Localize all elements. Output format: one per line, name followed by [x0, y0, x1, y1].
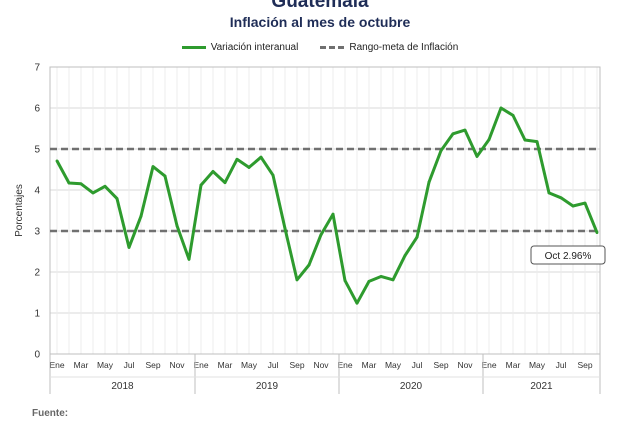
source-label: Fuente:: [32, 408, 69, 419]
x-tick-label: Nov: [169, 360, 185, 370]
annotation-box: [530, 245, 606, 265]
annotation-label: Oct 2.96%: [545, 251, 592, 262]
x-tick-label: Mar: [362, 360, 377, 370]
y-tick-label: 7: [34, 63, 40, 74]
data-point: [487, 138, 491, 141]
data-point: [583, 201, 587, 205]
data-point: [367, 280, 371, 283]
data-point: [595, 231, 599, 235]
y-tick-label: 5: [34, 145, 40, 156]
x-tick-label: Sep: [289, 360, 304, 370]
data-point: [271, 173, 275, 177]
data-point: [463, 128, 467, 132]
x-tick-label: Ene: [193, 360, 208, 370]
data-point: [151, 165, 155, 169]
data-point: [175, 224, 179, 228]
legend-swatch-series: [181, 46, 206, 49]
x-tick-label: May: [97, 360, 114, 370]
data-point: [427, 180, 431, 184]
chart-title: Guatemala: [271, 0, 369, 12]
data-point: [295, 278, 299, 282]
data-point: [199, 183, 203, 187]
data-point: [379, 275, 383, 278]
data-point: [139, 214, 143, 218]
data-point: [439, 149, 443, 153]
x-tick-label: Jul: [268, 360, 279, 370]
data-point: [571, 204, 575, 208]
legend-item-series: Variación interanual: [181, 42, 299, 53]
data-point: [67, 181, 71, 185]
data-point: [163, 174, 167, 178]
y-tick-label: 2: [34, 268, 40, 279]
x-tick-label: Mar: [74, 360, 89, 370]
x-tick-label: Mar: [218, 360, 233, 370]
data-point: [391, 278, 395, 282]
x-tick-label: Ene: [337, 360, 352, 370]
series-line-variacion: [55, 106, 599, 305]
data-point: [511, 113, 515, 117]
y-tick-label: 6: [34, 104, 40, 115]
x-tick-label: Sep: [433, 360, 448, 370]
y-tick-label: 3: [34, 227, 40, 238]
legend-label-series: Variación interanual: [210, 42, 299, 53]
data-point: [535, 140, 539, 144]
data-point: [547, 191, 551, 195]
data-point: [235, 157, 239, 161]
data-point: [559, 196, 563, 200]
x-tick-label: Sep: [577, 360, 592, 370]
y-tick-label: 4: [34, 186, 40, 197]
data-point: [211, 170, 215, 173]
y-tick-label: 0: [34, 350, 40, 361]
data-point: [343, 279, 347, 283]
x-tick-label: May: [385, 360, 402, 370]
x-tick-label: Nov: [313, 360, 329, 370]
data-point: [331, 212, 335, 216]
legend-label-target: Rango-meta de Inflación: [349, 42, 459, 53]
x-tick-label: Jul: [412, 360, 423, 370]
data-point: [247, 166, 251, 169]
year-label: 2021: [530, 381, 553, 392]
data-point: [91, 191, 95, 195]
data-point: [451, 132, 455, 136]
data-point: [415, 235, 419, 239]
data-point: [319, 233, 323, 237]
plot-area: [49, 66, 601, 355]
x-tick-label: Jul: [556, 360, 567, 370]
chart-legend: Variación interanual Rango-meta de Infla…: [0, 42, 640, 53]
data-point: [187, 257, 191, 261]
data-point: [115, 197, 119, 201]
x-tick-label: May: [241, 360, 258, 370]
x-tick-label: Ene: [481, 360, 496, 370]
data-point: [55, 159, 59, 163]
data-point: [259, 155, 263, 159]
data-point: [127, 246, 131, 249]
data-point: [307, 263, 311, 267]
year-label: 2020: [400, 381, 423, 392]
data-point: [355, 301, 359, 305]
chart-subtitle: Inflación al mes de octubre: [229, 14, 411, 30]
data-point: [223, 181, 227, 185]
year-label: 2019: [256, 381, 279, 392]
x-tick-label: Ene: [49, 360, 64, 370]
legend-swatch-target: [320, 46, 345, 49]
x-tick-label: Sep: [145, 360, 160, 370]
y-axis-label: Porcentajes: [14, 184, 25, 237]
legend-item-target: Rango-meta de Inflación: [320, 42, 458, 53]
x-tick-label: Jul: [124, 360, 135, 370]
data-point: [403, 254, 407, 257]
data-point: [79, 182, 83, 186]
data-point: [283, 227, 287, 230]
data-point: [499, 106, 503, 110]
y-tick-label: 1: [34, 309, 40, 320]
x-tick-label: May: [529, 360, 546, 370]
data-point: [103, 184, 107, 188]
x-tick-label: Nov: [457, 360, 473, 370]
data-point: [475, 154, 479, 158]
data-point: [523, 138, 527, 142]
x-tick-label: Mar: [506, 360, 521, 370]
year-label: 2018: [111, 381, 134, 392]
